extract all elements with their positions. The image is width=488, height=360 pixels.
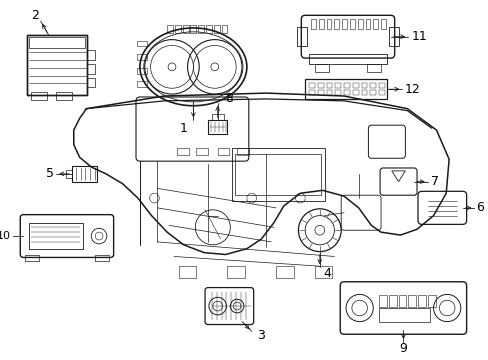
Bar bbox=[198, 25, 203, 33]
Bar bbox=[369, 84, 375, 88]
Bar bbox=[407, 295, 415, 307]
Bar bbox=[275, 266, 293, 278]
Bar bbox=[427, 295, 435, 307]
Bar bbox=[305, 80, 386, 99]
Text: 11: 11 bbox=[411, 30, 427, 43]
Bar bbox=[29, 37, 85, 48]
Bar bbox=[27, 35, 87, 95]
Bar bbox=[87, 50, 95, 60]
Circle shape bbox=[210, 63, 218, 71]
Bar bbox=[314, 266, 332, 278]
Bar bbox=[361, 90, 366, 95]
Bar bbox=[378, 90, 384, 95]
Bar bbox=[137, 41, 146, 46]
Bar bbox=[388, 295, 396, 307]
Bar bbox=[398, 295, 406, 307]
Text: 6: 6 bbox=[475, 201, 483, 214]
Bar bbox=[378, 295, 386, 307]
Bar bbox=[56, 92, 72, 100]
Bar bbox=[235, 154, 320, 195]
Bar bbox=[326, 84, 332, 88]
Bar bbox=[378, 308, 429, 321]
Bar bbox=[87, 64, 95, 74]
Bar bbox=[378, 84, 384, 88]
Bar bbox=[342, 19, 346, 29]
Bar bbox=[213, 25, 219, 33]
Bar bbox=[361, 84, 366, 88]
Text: 10: 10 bbox=[0, 231, 11, 241]
Bar bbox=[326, 90, 332, 95]
Bar bbox=[344, 90, 349, 95]
Bar bbox=[177, 148, 188, 155]
Bar bbox=[308, 54, 386, 64]
Bar bbox=[349, 19, 354, 29]
Text: 2: 2 bbox=[31, 9, 39, 22]
Bar bbox=[366, 64, 380, 72]
Bar bbox=[314, 64, 328, 72]
Bar bbox=[335, 84, 341, 88]
Bar bbox=[175, 25, 181, 33]
Bar bbox=[31, 92, 46, 100]
Bar bbox=[318, 19, 323, 29]
Bar bbox=[369, 90, 375, 95]
Bar bbox=[211, 114, 223, 120]
Bar bbox=[196, 148, 207, 155]
Bar bbox=[344, 84, 349, 88]
Bar bbox=[237, 148, 248, 155]
Text: 1: 1 bbox=[180, 122, 187, 135]
Bar bbox=[232, 148, 324, 201]
Bar bbox=[308, 90, 314, 95]
Bar bbox=[207, 120, 227, 134]
Bar bbox=[29, 224, 82, 249]
Bar bbox=[326, 19, 331, 29]
Text: 4: 4 bbox=[323, 266, 331, 279]
Bar bbox=[179, 266, 196, 278]
Bar bbox=[380, 19, 385, 29]
Bar bbox=[27, 35, 87, 95]
Bar bbox=[317, 90, 323, 95]
Bar bbox=[417, 295, 425, 307]
Bar bbox=[352, 90, 358, 95]
Bar bbox=[334, 19, 339, 29]
Bar bbox=[372, 19, 377, 29]
Bar bbox=[388, 27, 398, 46]
Bar bbox=[72, 166, 97, 181]
Bar bbox=[357, 19, 362, 29]
Bar bbox=[167, 25, 173, 33]
Bar bbox=[137, 68, 146, 74]
Bar bbox=[352, 84, 358, 88]
Bar bbox=[66, 170, 72, 178]
Bar bbox=[365, 19, 369, 29]
Bar bbox=[183, 25, 188, 33]
Circle shape bbox=[168, 63, 176, 71]
Bar bbox=[221, 25, 227, 33]
Bar bbox=[95, 255, 108, 261]
Bar bbox=[25, 255, 39, 261]
Bar bbox=[308, 84, 314, 88]
Bar bbox=[137, 54, 146, 60]
Bar bbox=[227, 266, 244, 278]
Bar bbox=[335, 90, 341, 95]
Bar bbox=[217, 148, 229, 155]
Bar bbox=[205, 25, 211, 33]
Text: 7: 7 bbox=[429, 175, 438, 188]
Text: 5: 5 bbox=[46, 167, 54, 180]
Bar bbox=[137, 81, 146, 87]
Text: 9: 9 bbox=[399, 342, 407, 355]
Text: 12: 12 bbox=[404, 83, 419, 96]
Text: 3: 3 bbox=[257, 329, 265, 342]
Bar bbox=[297, 27, 306, 46]
Bar bbox=[87, 77, 95, 87]
FancyBboxPatch shape bbox=[136, 97, 248, 161]
Bar bbox=[317, 84, 323, 88]
Text: 8: 8 bbox=[225, 93, 233, 105]
Bar bbox=[190, 25, 196, 33]
Bar bbox=[310, 19, 315, 29]
